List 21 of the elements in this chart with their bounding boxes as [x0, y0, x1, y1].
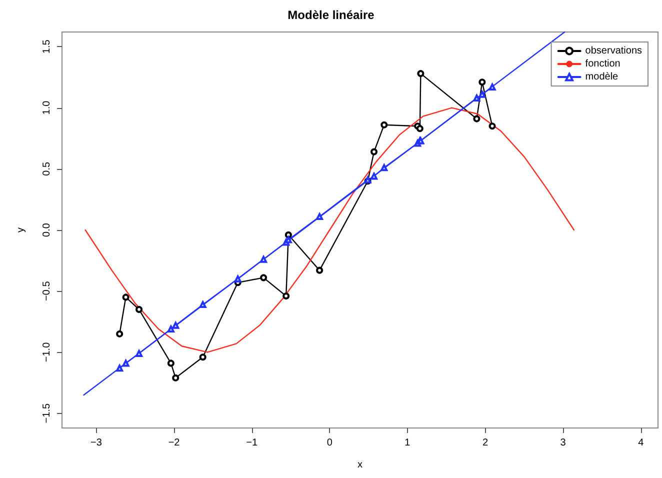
legend-label: modèle: [585, 72, 619, 82]
y-tick-label: −1.5: [42, 403, 52, 424]
x-tick-label: 2: [482, 438, 488, 448]
x-tick-label: 1: [404, 438, 411, 448]
y-tick-label: −1.0: [42, 342, 52, 362]
x-tick-label: 4: [638, 438, 644, 448]
x-tick-label: −3: [90, 438, 102, 448]
y-tick-label: 1.0: [42, 100, 52, 115]
legend-label: fonction: [585, 58, 620, 70]
x-tick-label: 0: [326, 438, 333, 448]
x-tick-label: 3: [560, 438, 566, 448]
y-tick-label: 0.5: [42, 162, 52, 176]
y-tick-label: 0.0: [42, 222, 52, 237]
x-tick-label: −2: [168, 438, 180, 448]
y-axis-title: y: [16, 228, 26, 232]
y-tick-label: −0.5: [42, 280, 52, 301]
chart-title: Modèle linéaire: [288, 8, 375, 22]
x-axis-title: x: [358, 460, 362, 470]
x-tick-label: −1: [246, 438, 258, 448]
y-tick-label: 1.5: [42, 39, 52, 54]
legend-label: observations: [585, 46, 642, 56]
